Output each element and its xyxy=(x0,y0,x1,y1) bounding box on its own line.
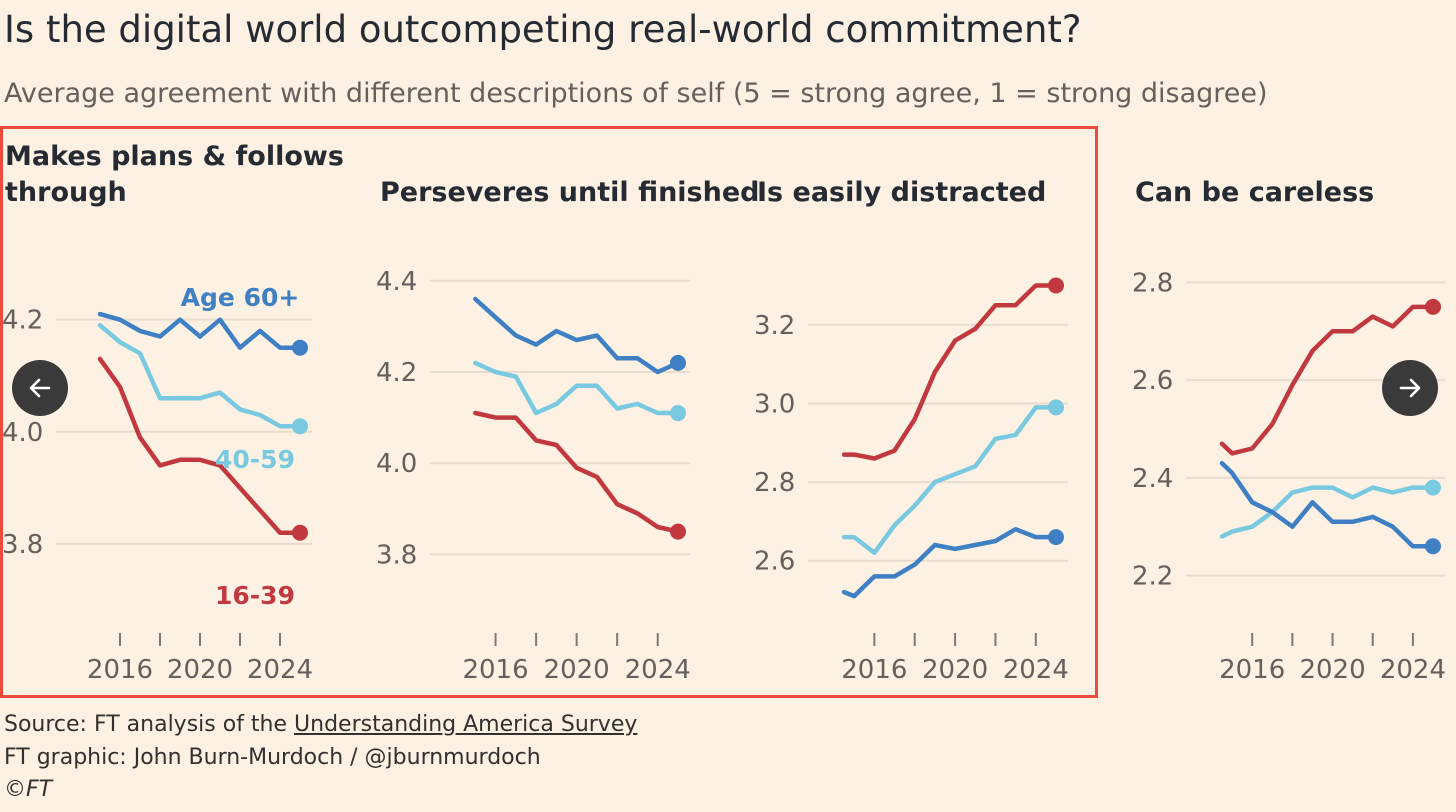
x-tick-label: 2024 xyxy=(247,655,313,685)
copyright: ©FT xyxy=(4,777,53,802)
x-tick-label: 2020 xyxy=(1299,655,1365,685)
series-line-40-59 xyxy=(841,405,1059,556)
series-end-point xyxy=(1425,479,1441,496)
x-tick-label: 2024 xyxy=(625,655,691,685)
y-tick-label: 2.2 xyxy=(1132,562,1173,592)
series-line-16-39 xyxy=(97,356,303,535)
panel-title: Perseveres until finished xyxy=(380,177,760,208)
arrow-left-icon xyxy=(29,378,51,398)
x-tick-label: 2020 xyxy=(167,655,233,685)
carousel-prev-button[interactable] xyxy=(12,360,68,416)
y-tick-label: 2.4 xyxy=(1132,464,1173,494)
y-tick-label: 2.8 xyxy=(1132,268,1173,298)
series-line-16-39 xyxy=(841,283,1059,461)
chart-panel-4: Can be careless 2.2 2.4 2.6 2.8 2016 2020 2024 xyxy=(1132,177,1446,685)
series-end-point xyxy=(292,524,308,541)
series-line-40-59 xyxy=(473,360,681,416)
series-line-age-60- xyxy=(473,296,681,375)
series-end-point xyxy=(1425,298,1441,315)
series-line-40-59 xyxy=(1219,485,1436,539)
source-prefix: Source: FT analysis of the xyxy=(4,712,295,737)
series-end-point xyxy=(1048,277,1064,294)
carousel-next-button[interactable] xyxy=(1382,360,1438,416)
series-end-point xyxy=(292,418,308,435)
y-tick-label: 2.6 xyxy=(1132,366,1173,396)
chart-panel-2: Perseveres until finished 3.8 4.0 4.2 4.4 201… xyxy=(376,177,760,685)
y-tick-label: 3.8 xyxy=(376,540,417,570)
y-tick-label: 2.8 xyxy=(754,468,795,498)
series-end-point xyxy=(1048,399,1064,416)
arrow-right-icon xyxy=(1399,378,1421,398)
y-tick-label: 3.8 xyxy=(2,530,43,560)
chart-title: Is the digital world outcompeting real-w… xyxy=(4,8,1082,51)
panel-title: through xyxy=(5,177,127,208)
y-tick-label: 4.2 xyxy=(2,306,43,336)
y-tick-label: 4.0 xyxy=(2,418,43,448)
x-tick-label: 2024 xyxy=(1003,655,1069,685)
chart-panel-1: Makes plans & follows through 3.8 4.0 4.2 201… xyxy=(2,141,344,685)
source-line: Source: FT analysis of the Understanding… xyxy=(4,712,637,737)
series-end-point xyxy=(1048,529,1064,546)
x-tick-label: 2016 xyxy=(841,655,907,685)
y-tick-label: 2.6 xyxy=(754,547,795,577)
series-line-age-60- xyxy=(1219,460,1436,549)
survey-link[interactable]: Understanding America Survey xyxy=(294,712,638,737)
chart-subtitle: Average agreement with different descrip… xyxy=(4,78,1268,109)
panel-title: Makes plans & follows xyxy=(5,141,344,172)
series-line-40-59 xyxy=(97,323,303,429)
series-label: 16-39 xyxy=(215,581,295,610)
x-tick-label: 2016 xyxy=(1219,655,1285,685)
x-tick-label: 2024 xyxy=(1380,655,1446,685)
series-line-16-39 xyxy=(1219,304,1436,456)
x-tick-label: 2016 xyxy=(462,655,528,685)
y-tick-label: 3.2 xyxy=(754,311,795,341)
series-label: Age 60+ xyxy=(181,283,300,312)
x-tick-label: 2020 xyxy=(922,655,988,685)
panel-title: Is easily distracted xyxy=(757,177,1046,208)
series-line-age-60- xyxy=(97,311,303,350)
series-label: 40-59 xyxy=(215,445,295,474)
x-tick-label: 2016 xyxy=(87,655,153,685)
y-tick-label: 3.0 xyxy=(754,389,795,419)
series-end-point xyxy=(670,354,686,371)
series-end-point xyxy=(1425,538,1441,555)
series-end-point xyxy=(670,405,686,422)
y-tick-label: 4.4 xyxy=(376,267,417,297)
highlight-box xyxy=(0,126,1098,698)
chart-panel-3: Is easily distracted 2.6 2.8 3.0 3.2 2016 2020… xyxy=(754,177,1069,685)
y-tick-label: 4.2 xyxy=(376,358,417,388)
series-end-point xyxy=(670,523,686,540)
series-end-point xyxy=(292,339,308,356)
series-line-age-60- xyxy=(841,526,1059,599)
x-tick-label: 2020 xyxy=(544,655,610,685)
y-tick-label: 4.0 xyxy=(376,449,417,479)
series-line-16-39 xyxy=(473,410,681,534)
graphic-credit: FT graphic: John Burn-Murdoch / @jburnmu… xyxy=(4,745,541,770)
panel-title: Can be careless xyxy=(1135,177,1374,208)
